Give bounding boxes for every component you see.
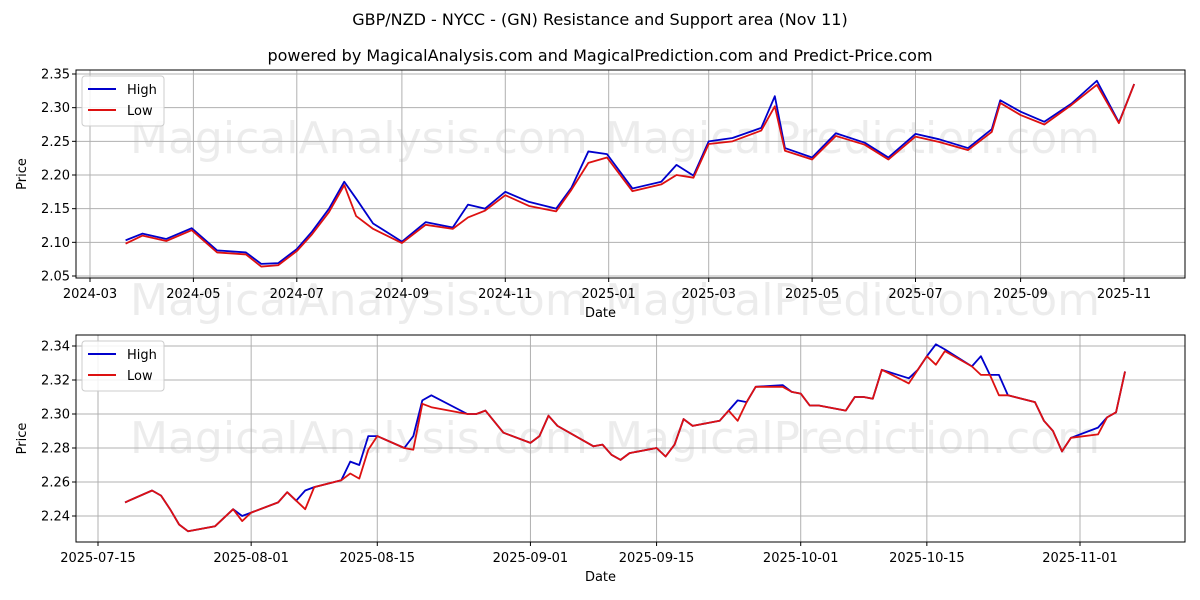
x-tick-label: 2024-03: [63, 287, 117, 302]
x-tick-label: 2025-09-15: [619, 551, 695, 566]
chart-title: GBP/NZD - NYCC - (GN) Resistance and Sup…: [352, 10, 848, 29]
x-tick-label: 2024-07: [270, 287, 324, 302]
y-tick-label: 2.34: [41, 340, 70, 355]
y-tick-label: 2.25: [41, 135, 70, 150]
x-tick-label: 2025-10-15: [889, 551, 965, 566]
x-tick-label: 2025-09: [993, 287, 1047, 302]
y-tick-label: 2.15: [41, 202, 70, 217]
x-axis-label: Date: [585, 306, 616, 321]
y-tick-label: 2.26: [41, 476, 70, 491]
x-tick-label: 2024-05: [166, 287, 220, 302]
legend: High Low: [81, 75, 165, 127]
y-tick-label: 2.10: [41, 236, 70, 251]
watermark: MagicalAnalysis.com: [130, 113, 588, 164]
series-high-line: [125, 79, 1136, 265]
x-tick-label: 2024-11: [478, 287, 532, 302]
legend-high-label: High: [127, 348, 157, 363]
y-axis-label: Price: [15, 423, 30, 455]
y-axis-label: Price: [15, 158, 30, 190]
series-low-line: [125, 83, 1136, 268]
chart-panel-1: MagicalAnalysis.com MagicalAnalysis.com Ma…: [15, 68, 1186, 326]
x-tick-label: 2025-10-01: [763, 551, 839, 566]
chart-subtitle: powered by MagicalAnalysis.com and Magic…: [267, 46, 933, 65]
x-tick-label: 2025-05: [785, 287, 839, 302]
watermark: MagicalPrediction.com: [605, 413, 1100, 464]
watermark: MagicalPrediction.com: [605, 275, 1100, 326]
y-tick-label: 2.30: [41, 101, 70, 116]
x-tick-label: 2025-11-01: [1042, 551, 1118, 566]
legend: High Low: [81, 340, 165, 392]
axes-frame: [75, 69, 1186, 279]
watermark: MagicalAnalysis.com: [130, 413, 588, 464]
x-tick-label: 2025-08-01: [213, 551, 289, 566]
x-tick-label: 2025-01: [582, 287, 636, 302]
x-tick-label: 2025-08-15: [340, 551, 416, 566]
x-tick-label: 2025-03: [682, 287, 736, 302]
chart-panel-2: MagicalAnalysis.com MagicalPrediction.com…: [15, 334, 1186, 585]
series-low-line: [124, 350, 1126, 533]
y-tick-label: 2.05: [41, 270, 70, 285]
axes-frame: [75, 334, 1186, 543]
x-tick-label: 2025-07-15: [60, 551, 136, 566]
x-tick-label: 2024-09: [375, 287, 429, 302]
watermark: MagicalAnalysis.com: [130, 275, 588, 326]
y-tick-label: 2.24: [41, 510, 70, 525]
y-tick-label: 2.35: [41, 68, 70, 83]
y-tick-label: 2.20: [41, 169, 70, 184]
y-tick-label: 2.28: [41, 442, 70, 457]
x-tick-label: 2025-07: [888, 287, 942, 302]
legend-low-label: Low: [127, 369, 153, 384]
x-tick-label: 2025-09-01: [493, 551, 569, 566]
legend-high-label: High: [127, 83, 157, 98]
y-tick-label: 2.30: [41, 408, 70, 423]
legend-low-label: Low: [127, 104, 153, 119]
x-tick-label: 2025-11: [1097, 287, 1151, 302]
x-axis-label: Date: [585, 570, 616, 585]
y-tick-label: 2.32: [41, 374, 70, 389]
